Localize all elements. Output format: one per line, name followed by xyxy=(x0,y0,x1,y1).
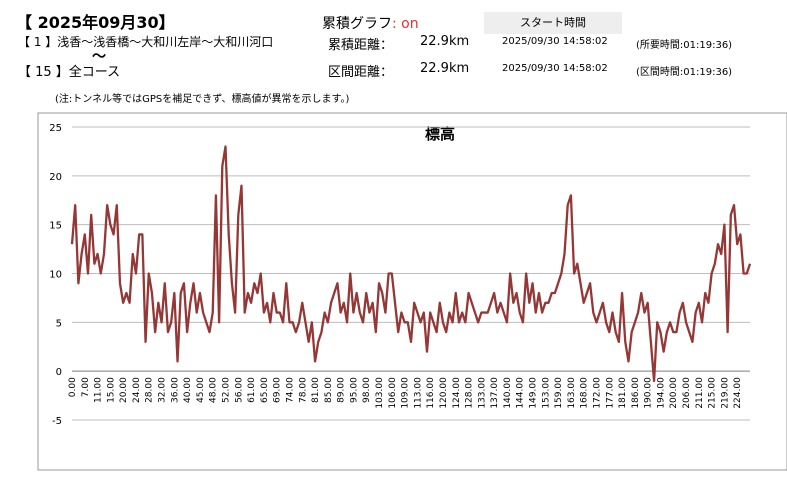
x-tick-label: 74.00 xyxy=(285,377,295,403)
x-tick-label: 98.00 xyxy=(362,377,372,403)
x-tick-label: 219.00 xyxy=(720,377,730,409)
route: 【 1 】浅香～浅香橋～大和川左岸～大和川河口 xyxy=(18,35,274,49)
x-tick-label: 20.00 xyxy=(119,377,129,403)
x-tick-label: 81.00 xyxy=(311,377,321,403)
row-label: 区間距離： xyxy=(328,65,394,80)
distance: 22.9km xyxy=(420,34,470,49)
x-tick-label: 15.00 xyxy=(106,377,116,403)
graph-state: : on xyxy=(392,16,419,32)
x-tick-label: 128.00 xyxy=(465,377,475,409)
x-tick-label: 45.00 xyxy=(196,377,206,403)
x-tick-label: 65.00 xyxy=(260,377,270,403)
x-tick-label: 109.00 xyxy=(401,377,411,409)
tilde: 〜 xyxy=(92,49,106,65)
x-tick-label: 85.00 xyxy=(324,377,334,403)
x-tick-label: 181.00 xyxy=(618,377,628,409)
start-header: スタート時間 xyxy=(484,12,622,34)
x-tick-label: 172.00 xyxy=(592,377,602,409)
x-tick-label: 40.00 xyxy=(183,377,193,403)
x-tick-label: 69.00 xyxy=(273,377,283,403)
x-tick-label: 95.00 xyxy=(349,377,359,403)
distance: 22.9km xyxy=(420,61,470,76)
x-tick-label: 36.00 xyxy=(170,377,180,403)
x-tick-label: 116.00 xyxy=(426,377,436,409)
elapsed: (所要時間:01:19:36) xyxy=(636,40,733,51)
x-tick-label: 56.00 xyxy=(234,377,244,403)
x-tick-label: 190.00 xyxy=(644,377,654,409)
x-tick-label: 149.00 xyxy=(529,377,539,409)
x-tick-label: 52.00 xyxy=(222,377,232,403)
y-tick-label: -5 xyxy=(52,416,62,427)
y-tick-label: 5 xyxy=(56,318,62,329)
x-tick-label: 61.00 xyxy=(247,377,257,403)
start-time: 2025/09/30 14:58:02 xyxy=(502,36,608,47)
x-tick-label: 7.00 xyxy=(81,377,91,397)
x-tick-label: 133.00 xyxy=(477,377,487,409)
x-tick-label: 211.00 xyxy=(695,377,705,409)
y-tick-label: 10 xyxy=(49,270,62,281)
x-tick-label: 89.00 xyxy=(337,377,347,403)
graph-label: 累積グラフ: on xyxy=(322,13,419,33)
course: 【 15 】全コース xyxy=(18,65,121,80)
x-tick-label: 78.00 xyxy=(298,377,308,403)
x-tick-label: 194.00 xyxy=(656,377,666,409)
x-tick-label: 28.00 xyxy=(145,377,155,403)
x-tick-label: 177.00 xyxy=(605,377,615,409)
x-tick-label: 168.00 xyxy=(580,377,590,409)
x-tick-label: 11.00 xyxy=(94,377,104,403)
x-tick-label: 48.00 xyxy=(209,377,219,403)
y-tick-label: 25 xyxy=(49,123,62,134)
x-tick-label: 137.00 xyxy=(490,377,500,409)
x-tick-label: 206.00 xyxy=(682,377,692,409)
chart-title: 標高 xyxy=(425,125,455,143)
graph-label-text: 累積グラフ xyxy=(322,16,392,32)
x-tick-label: 103.00 xyxy=(375,377,385,409)
y-tick-label: 0 xyxy=(56,367,62,378)
note: (注:トンネル等ではGPSを補足できず、標高値が異常を示します。) xyxy=(55,94,350,105)
row-label: 累積距離： xyxy=(328,38,394,53)
x-tick-label: 163.00 xyxy=(567,377,577,409)
y-tick-label: 20 xyxy=(49,172,62,183)
x-tick-label: 153.00 xyxy=(541,377,551,409)
elapsed: (区間時間:01:19:36) xyxy=(636,67,733,78)
x-tick-label: 140.00 xyxy=(503,377,513,409)
x-tick-label: 0.00 xyxy=(68,377,78,397)
elevation-line xyxy=(70,145,752,383)
x-tick-label: 120.00 xyxy=(439,377,449,409)
start-time: 2025/09/30 14:58:02 xyxy=(502,63,608,74)
x-tick-label: 159.00 xyxy=(554,377,564,409)
x-tick-label: 124.00 xyxy=(452,377,462,409)
x-tick-label: 24.00 xyxy=(132,377,142,403)
x-tick-label: 144.00 xyxy=(516,377,526,409)
chart-frame xyxy=(37,112,787,471)
y-tick-label: 15 xyxy=(49,221,62,232)
x-tick-label: 106.00 xyxy=(388,377,398,409)
x-tick-label: 215.00 xyxy=(708,377,718,409)
x-tick-label: 186.00 xyxy=(631,377,641,409)
x-tick-label: 224.00 xyxy=(733,377,743,409)
x-tick-label: 113.00 xyxy=(413,377,423,409)
x-tick-label: 32.00 xyxy=(158,377,168,403)
date: 【 2025年09月30】 xyxy=(16,13,175,32)
x-tick-label: 200.00 xyxy=(669,377,679,409)
